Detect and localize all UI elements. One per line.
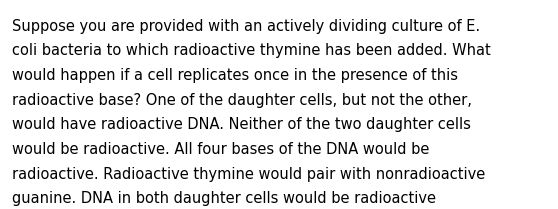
Text: would be radioactive. All four bases of the DNA would be: would be radioactive. All four bases of … bbox=[12, 142, 429, 157]
Text: coli bacteria to which radioactive thymine has been added. What: coli bacteria to which radioactive thymi… bbox=[12, 43, 490, 59]
Text: guanine. DNA in both daughter cells would be radioactive: guanine. DNA in both daughter cells woul… bbox=[12, 191, 436, 206]
Text: Suppose you are provided with an actively dividing culture of E.: Suppose you are provided with an activel… bbox=[12, 19, 480, 34]
Text: would happen if a cell replicates once in the presence of this: would happen if a cell replicates once i… bbox=[12, 68, 458, 83]
Text: radioactive base? One of the daughter cells, but not the other,: radioactive base? One of the daughter ce… bbox=[12, 93, 472, 108]
Text: radioactive. Radioactive thymine would pair with nonradioactive: radioactive. Radioactive thymine would p… bbox=[12, 167, 485, 182]
Text: would have radioactive DNA. Neither of the two daughter cells: would have radioactive DNA. Neither of t… bbox=[12, 117, 471, 133]
